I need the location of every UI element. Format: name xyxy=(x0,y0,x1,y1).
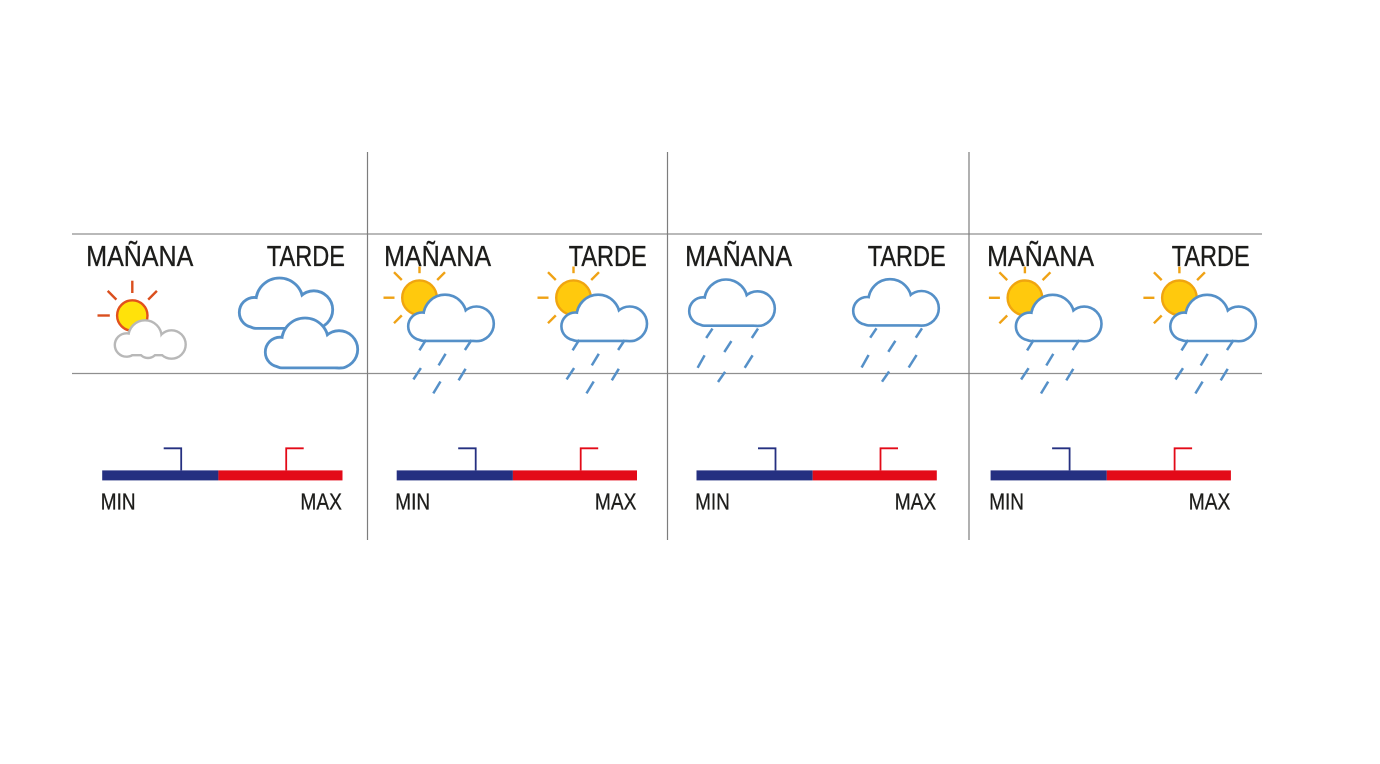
svg-text:TARDE: TARDE xyxy=(1172,241,1250,273)
svg-text:MAÑANA: MAÑANA xyxy=(987,241,1094,273)
svg-text:MAX: MAX xyxy=(595,489,637,515)
svg-text:TARDE: TARDE xyxy=(868,241,946,273)
svg-text:MIN: MIN xyxy=(101,489,136,515)
svg-text:TARDE: TARDE xyxy=(267,241,345,273)
svg-text:MIN: MIN xyxy=(395,489,430,515)
svg-text:MAÑANA: MAÑANA xyxy=(384,241,491,273)
svg-text:MAX: MAX xyxy=(895,489,937,515)
svg-text:MIN: MIN xyxy=(989,489,1024,515)
svg-text:TARDE: TARDE xyxy=(569,241,647,273)
svg-text:MAÑANA: MAÑANA xyxy=(86,241,193,273)
svg-text:MAX: MAX xyxy=(300,489,342,515)
svg-text:MIN: MIN xyxy=(695,489,730,515)
svg-text:MAÑANA: MAÑANA xyxy=(685,241,792,273)
svg-text:MAX: MAX xyxy=(1189,489,1231,515)
